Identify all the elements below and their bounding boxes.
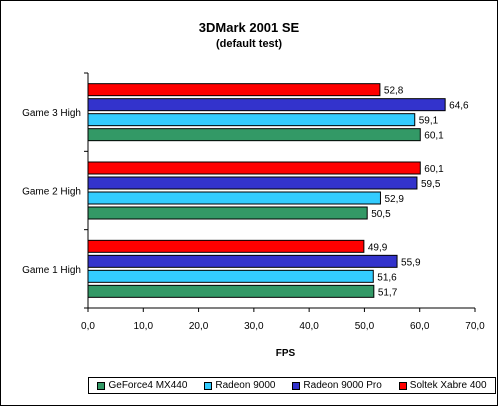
bar-0-0	[87, 83, 381, 97]
data-label-3-0: 60,1	[424, 131, 444, 142]
bar-0-1	[87, 161, 421, 175]
data-label-2-2: 51,6	[377, 272, 397, 283]
data-label-0-2: 49,9	[368, 242, 388, 253]
x-tick-label-5: 50,0	[355, 321, 375, 332]
chart-subtitle: (default test)	[216, 38, 282, 50]
chart-title: 3DMark 2001 SE	[198, 20, 300, 35]
bar-1-2	[87, 254, 398, 268]
legend-swatch-soltek-xabre-400	[398, 381, 407, 390]
category-label-0: Game 3 High	[22, 108, 81, 119]
data-label-0-0: 52,8	[384, 86, 404, 97]
data-label-0-1: 60,1	[424, 164, 444, 175]
legend-label-soltek-xabre-400: Soltek Xabre 400	[409, 380, 487, 391]
bar-3-1	[87, 206, 368, 220]
x-tick-label-7: 70,0	[465, 321, 485, 332]
legend-item-geforce4-mx440: GeForce4 MX440	[97, 380, 187, 391]
legend-label-radeon-9000-pro: Radeon 9000 Pro	[303, 380, 382, 391]
legend-swatch-radeon-9000-pro	[292, 381, 301, 390]
x-tick-label-0: 0,0	[81, 321, 95, 332]
x-tick-label-4: 40,0	[299, 321, 319, 332]
legend-swatch-radeon-9000	[204, 381, 213, 390]
category-label-1: Game 2 High	[22, 187, 81, 198]
bar-2-2	[87, 269, 374, 283]
x-tick-label-6: 60,0	[410, 321, 430, 332]
bar-2-0	[87, 113, 416, 127]
bar-1-0	[87, 98, 446, 112]
bar-0-2	[87, 239, 365, 253]
bar-2-1	[87, 191, 381, 205]
data-label-2-1: 52,9	[384, 194, 404, 205]
x-tick-label-3: 30,0	[244, 321, 264, 332]
data-label-1-0: 64,6	[449, 101, 469, 112]
x-axis-label: FPS	[276, 348, 296, 359]
category-label-2: Game 1 High	[22, 265, 81, 276]
legend-label-geforce4-mx440: GeForce4 MX440	[108, 380, 188, 391]
legend-item-radeon-9000-pro: Radeon 9000 Pro	[292, 380, 382, 391]
legend-label-radeon-9000: Radeon 9000	[215, 380, 276, 391]
x-tick-label-2: 20,0	[189, 321, 209, 332]
legend-swatch-geforce4-mx440	[97, 381, 106, 390]
legend-item-radeon-9000: Radeon 9000	[204, 380, 275, 391]
legend-item-soltek-xabre-400: Soltek Xabre 400	[398, 380, 487, 391]
chart-legend: GeForce4 MX440 Radeon 9000 Radeon 9000 P…	[88, 377, 496, 394]
bar-3-0	[87, 128, 421, 142]
data-label-2-0: 59,1	[419, 116, 439, 127]
bar-3-2	[87, 284, 375, 298]
data-label-1-2: 55,9	[401, 257, 421, 268]
x-tick-label-1: 10,0	[134, 321, 154, 332]
data-label-3-1: 50,5	[371, 209, 391, 220]
bar-1-1	[87, 176, 418, 190]
data-label-3-2: 51,7	[378, 287, 398, 298]
data-label-1-1: 59,5	[421, 179, 441, 190]
